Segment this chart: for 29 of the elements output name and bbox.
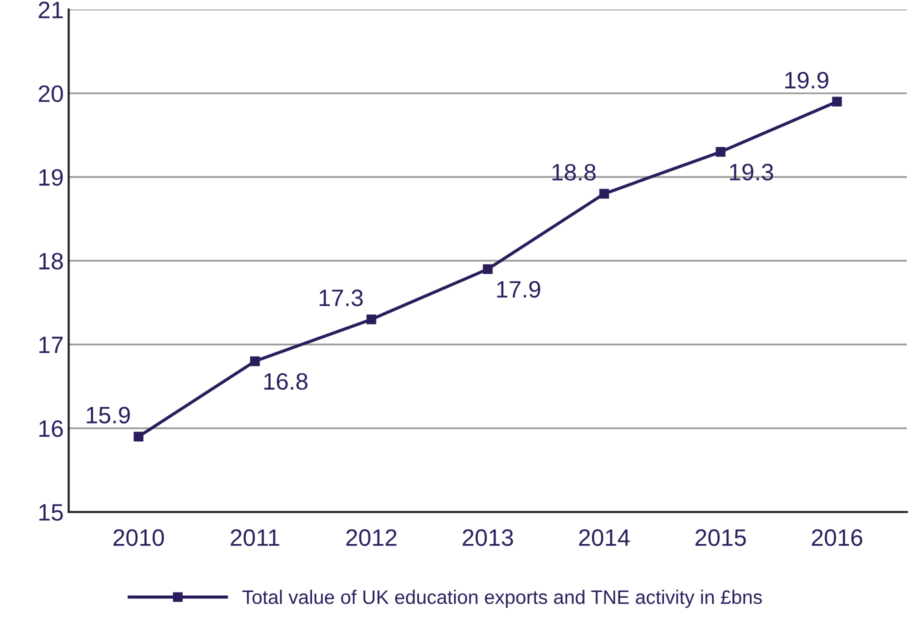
y-tick-label: 17 <box>39 336 63 354</box>
y-tick-label: 18 <box>39 252 63 270</box>
y-tick-label: 16 <box>39 420 63 438</box>
point <box>716 147 726 157</box>
point <box>134 432 144 442</box>
point <box>250 356 260 366</box>
data-label: 19.9 <box>785 72 828 89</box>
x-tick-label: 2013 <box>462 529 513 546</box>
point <box>599 188 610 199</box>
point <box>482 264 493 274</box>
x-tick-label: 2012 <box>346 529 396 546</box>
x-tick-label: 2014 <box>579 529 630 546</box>
data-label: 17.9 <box>497 280 540 298</box>
x-tick-label: 2011 <box>230 529 280 546</box>
x-tick-label: 2016 <box>812 529 862 546</box>
data-label: 16.8 <box>264 373 308 390</box>
point <box>366 314 376 324</box>
y-tick-label: 21 <box>38 2 63 18</box>
y-tick-label: 19 <box>39 169 63 186</box>
data-label: 15.9 <box>86 406 130 424</box>
x-tick-label: 2010 <box>113 529 164 546</box>
legend-label: Total value of UK education exports and TNE activity in £bns <box>242 590 762 608</box>
point <box>832 96 842 107</box>
y-tick-label: 20 <box>38 85 63 102</box>
y-tick-label: 15 <box>39 504 63 521</box>
data-label: 18.8 <box>552 164 596 181</box>
data-label: 19.3 <box>730 164 774 180</box>
x-tick-label: 2015 <box>696 529 746 546</box>
data-label: 17.3 <box>320 290 363 306</box>
